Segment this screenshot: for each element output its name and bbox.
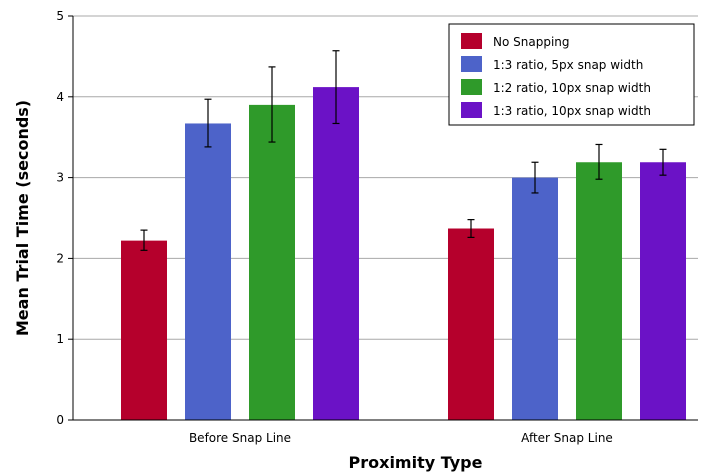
- axes: [68, 15, 698, 421]
- legend-swatch: [461, 102, 482, 118]
- x-category-label: Before Snap Line: [189, 431, 291, 445]
- y-tick-label: 0: [56, 413, 64, 427]
- legend-swatch: [461, 56, 482, 72]
- y-tick-label: 5: [56, 9, 64, 23]
- x-category-label: After Snap Line: [521, 431, 613, 445]
- bar: [249, 104, 295, 420]
- y-tick-label: 4: [56, 90, 64, 104]
- legend-box: [448, 23, 695, 126]
- y-tick-label: 1: [56, 332, 64, 346]
- y-axis-title: Mean Trial Time (seconds): [13, 100, 32, 336]
- bar: [185, 123, 231, 421]
- x-axis-title: Proximity Type: [349, 453, 483, 472]
- bar: [313, 87, 359, 420]
- bar: [512, 177, 558, 420]
- legend-label: 1:3 ratio, 5px snap width: [493, 58, 643, 72]
- legend-label: 1:3 ratio, 10px snap width: [493, 104, 651, 118]
- error-bars: [140, 50, 667, 251]
- y-tick-labels: 0 1 2 3 4 5: [56, 9, 64, 427]
- bars: [121, 87, 686, 421]
- legend-swatch: [461, 33, 482, 49]
- y-tick-label: 2: [56, 251, 64, 265]
- legend-swatch: [461, 79, 482, 95]
- legend-label: 1:2 ratio, 10px snap width: [493, 81, 651, 95]
- legend: No Snapping 1:3 ratio, 5px snap width 1:2 …: [448, 23, 695, 126]
- bar: [576, 162, 622, 421]
- y-tick-label: 3: [56, 171, 64, 185]
- bar: [640, 162, 686, 421]
- legend-label: No Snapping: [493, 35, 570, 49]
- x-category-labels: Before Snap Line After Snap Line: [189, 431, 613, 445]
- bar: [121, 240, 167, 420]
- bar: [448, 228, 494, 420]
